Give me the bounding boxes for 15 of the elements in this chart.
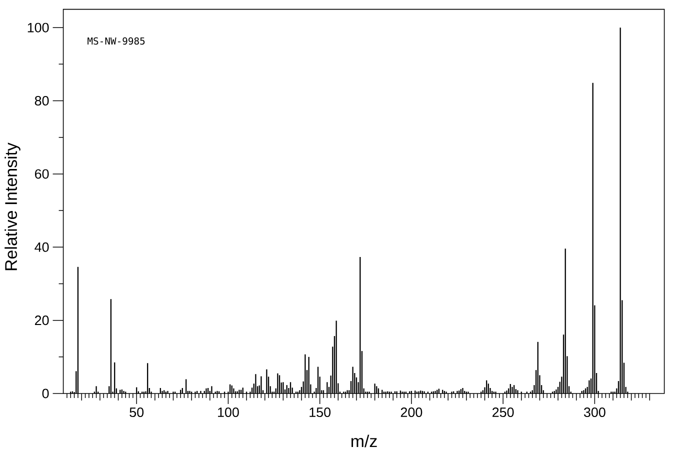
y-tick-label: 40 — [34, 242, 49, 252]
annotation: MS-NW-9985 — [88, 37, 145, 45]
y-axis-title: Relative Intensity — [4, 142, 20, 270]
x-axis-title: m/z — [351, 434, 377, 448]
y-tick-label: 60 — [35, 169, 49, 179]
x-tick-label: 100 — [218, 408, 239, 418]
x-tick-label: 50 — [130, 408, 144, 418]
x-tick-label: 150 — [310, 408, 331, 418]
x-tick-label: 200 — [400, 408, 422, 418]
y-tick-label: 100 — [28, 22, 49, 32]
y-tick-label: 0 — [42, 388, 49, 398]
y-tick-label: 20 — [34, 316, 49, 326]
x-tick-label: 300 — [584, 408, 606, 418]
x-tick-label: 250 — [492, 408, 514, 418]
y-tick-label: 80 — [34, 96, 49, 106]
